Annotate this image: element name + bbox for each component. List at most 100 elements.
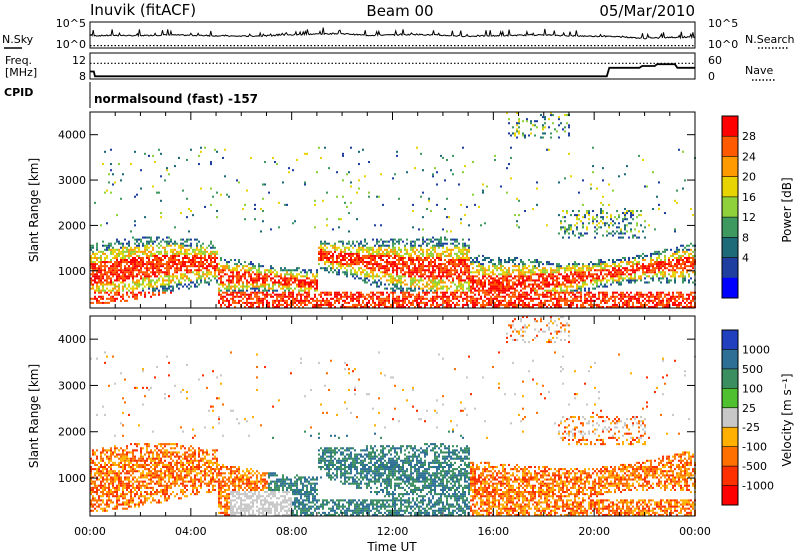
echo-cell [536, 181, 538, 184]
echo-cell [92, 283, 94, 286]
echo-cell [186, 261, 188, 264]
echo-cell [438, 295, 440, 298]
echo-cell [456, 275, 458, 278]
echo-cell [496, 303, 498, 306]
echo-cell [288, 297, 290, 300]
echo-cell [328, 291, 330, 294]
echo-cell [362, 305, 364, 308]
echo-cell [620, 228, 622, 231]
echo-cell [578, 281, 580, 284]
echo-cell [560, 289, 562, 292]
echo-cell [214, 254, 216, 257]
echo-cell [236, 295, 238, 298]
echo-cell [462, 256, 464, 259]
echo-cell [564, 114, 566, 117]
echo-cell [164, 179, 166, 182]
echo-cell [346, 242, 348, 245]
echo-cell [464, 263, 466, 266]
echo-cell [278, 301, 280, 304]
echo-cell [594, 269, 596, 272]
echo-cell [582, 222, 584, 225]
echo-cell [478, 263, 480, 266]
echo-cell [518, 118, 520, 121]
echo-cell [442, 250, 444, 253]
echo-cell [478, 281, 480, 284]
echo-cell [582, 277, 584, 280]
station-title: Inuvik (fitACF) [90, 1, 196, 19]
echo-cell [384, 261, 386, 264]
echo-cell [358, 293, 360, 296]
echo-cell [356, 273, 358, 276]
echo-cell [458, 261, 460, 264]
echo-cell [192, 261, 194, 264]
echo-cell [608, 203, 610, 206]
echo-cell [444, 293, 446, 296]
echo-cell [364, 244, 366, 247]
echo-cell [320, 267, 322, 270]
echo-cell [614, 301, 616, 304]
echo-cell [610, 275, 612, 278]
echo-cell [130, 287, 132, 290]
echo-cell [476, 259, 478, 262]
echo-cell [264, 275, 266, 278]
echo-cell [304, 291, 306, 294]
echo-cell [92, 273, 94, 276]
echo-cell [480, 295, 482, 298]
echo-cell [524, 267, 526, 270]
echo-cell [394, 265, 396, 268]
echo-cell [174, 248, 176, 251]
echo-cell [116, 263, 118, 266]
echo-cell [118, 250, 120, 253]
echo-cell [410, 281, 412, 284]
echo-cell [152, 252, 154, 255]
echo-cell [220, 265, 222, 268]
echo-cell [112, 246, 114, 249]
echo-cell [558, 303, 560, 306]
echo-cell [256, 299, 258, 302]
echo-cell [472, 261, 474, 264]
echo-cell [468, 250, 470, 253]
echo-cell [372, 252, 374, 255]
echo-cell [378, 252, 380, 255]
echo-cell [458, 242, 460, 245]
echo-cell [502, 291, 504, 294]
echo-cell [122, 252, 124, 255]
echo-cell [182, 259, 184, 262]
echo-cell [228, 299, 230, 302]
echo-cell [94, 201, 96, 204]
echo-cell [614, 222, 616, 225]
echo-cell [362, 250, 364, 253]
echo-cell [586, 269, 588, 272]
echo-cell [516, 124, 518, 127]
echo-cell [180, 238, 182, 241]
echo-cell [142, 271, 144, 274]
echo-cell [108, 283, 110, 286]
echo-cell [548, 291, 550, 294]
echo-cell [472, 291, 474, 294]
echo-cell [336, 271, 338, 274]
echo-cell [144, 236, 146, 239]
echo-cell [380, 301, 382, 304]
echo-cell [116, 273, 118, 276]
echo-cell [228, 275, 230, 278]
echo-cell [340, 267, 342, 270]
echo-cell [282, 297, 284, 300]
echo-cell [558, 181, 560, 184]
echo-cell [172, 289, 174, 292]
echo-cell [314, 287, 316, 290]
echo-cell [572, 291, 574, 294]
echo-cell [598, 259, 600, 262]
echo-cell [558, 232, 560, 235]
echo-cell [412, 261, 414, 264]
echo-cell [548, 273, 550, 276]
echo-cell [280, 277, 282, 280]
echo-cell [490, 285, 492, 288]
echo-cell [446, 271, 448, 274]
echo-cell [474, 281, 476, 284]
echo-cell [580, 291, 582, 294]
echo-cell [586, 297, 588, 300]
echo-cell [394, 173, 396, 176]
echo-cell [436, 277, 438, 280]
echo-cell [492, 263, 494, 266]
echo-cell [90, 281, 92, 284]
